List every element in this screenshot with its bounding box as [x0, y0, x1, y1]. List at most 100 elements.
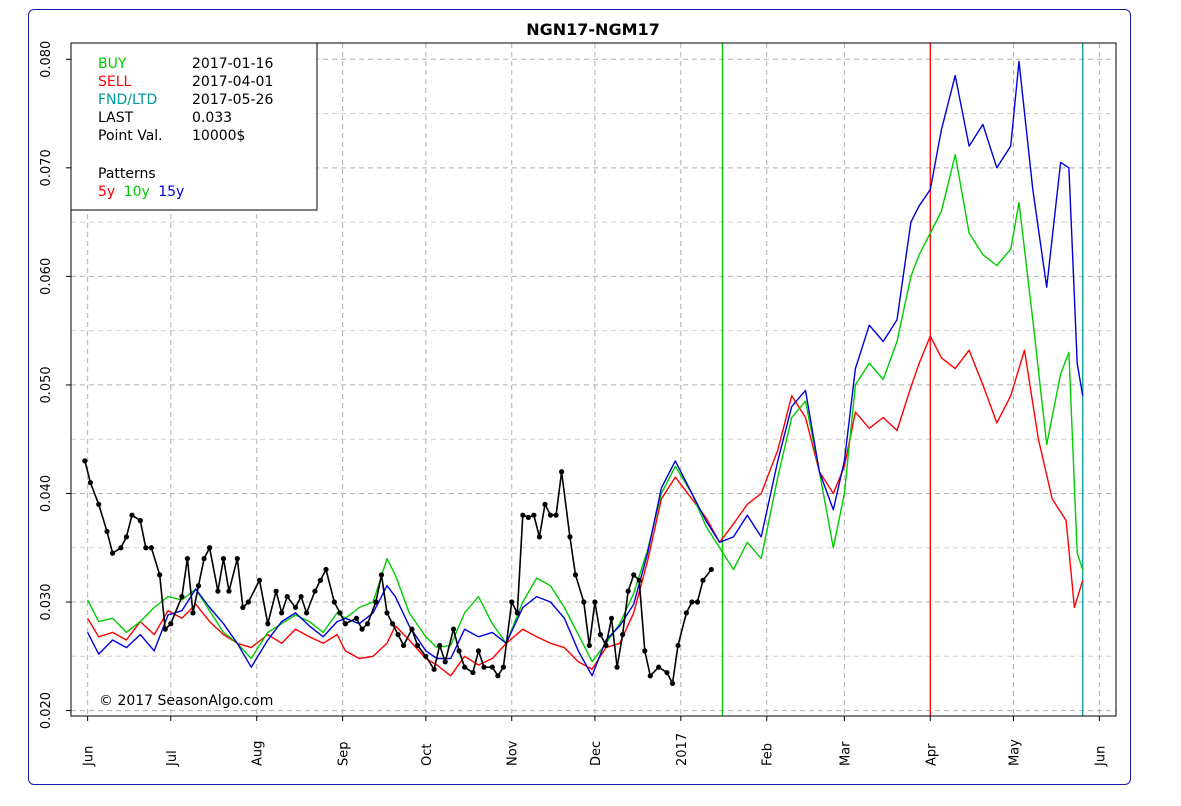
- data-point: [597, 631, 604, 638]
- data-point: [542, 501, 548, 507]
- data-point: [536, 534, 543, 540]
- legend-key: SELL: [98, 74, 132, 90]
- x-tick-label: Sep: [337, 741, 352, 766]
- data-point: [298, 593, 304, 600]
- data-point: [87, 480, 94, 486]
- y-tick-label: 0.080: [39, 41, 54, 78]
- data-point: [481, 664, 487, 670]
- data-point: [553, 512, 559, 518]
- data-point: [636, 577, 642, 583]
- data-point: [675, 642, 681, 649]
- data-point: [520, 512, 526, 518]
- data-point: [331, 599, 337, 605]
- y-axis: 0.020 0.030 0.040 0.050 0.060 0.070 0.080: [39, 41, 71, 729]
- data-point: [265, 621, 271, 627]
- legend-key: FND/LTD: [98, 92, 157, 108]
- series-layer: [82, 60, 1084, 687]
- x-tick-label: Apr: [924, 743, 939, 766]
- data-point: [96, 501, 102, 507]
- legend-key: Point Val.: [98, 128, 163, 144]
- data-point: [118, 545, 124, 551]
- data-point: [353, 615, 360, 621]
- data-point: [489, 664, 495, 670]
- y-tick-label: 0.030: [39, 583, 54, 620]
- data-point: [234, 556, 240, 562]
- data-point: [359, 626, 365, 632]
- vertical-markers: [721, 43, 1084, 716]
- data-point: [647, 673, 653, 679]
- x-tick-label: Nov: [506, 740, 521, 766]
- data-point: [395, 631, 401, 638]
- data-point: [337, 610, 343, 616]
- series-line-10y: [86, 154, 1084, 663]
- legend-box: BUY 2017-01-16 SELL 2017-04-01 FND/LTD 2017-0…: [70, 42, 318, 211]
- data-point: [608, 615, 615, 621]
- y-tick-label: 0.070: [39, 149, 54, 186]
- x-tick-label: Dec: [589, 741, 604, 766]
- x-tick-label: 2017: [675, 733, 690, 766]
- data-point: [401, 642, 407, 649]
- data-point: [378, 572, 385, 578]
- data-point: [664, 669, 670, 676]
- data-point: [184, 556, 191, 562]
- data-point: [572, 572, 579, 578]
- data-point: [312, 588, 318, 594]
- data-point: [567, 534, 573, 540]
- data-point: [525, 514, 531, 520]
- x-tick-label: Aug: [251, 741, 266, 766]
- data-point: [279, 610, 285, 616]
- data-point: [475, 648, 482, 654]
- data-point: [531, 512, 537, 518]
- data-point: [256, 577, 263, 583]
- x-axis: Jun Jul Aug Sep Oct Nov Dec 2017 Feb Mar Apr May Jun: [82, 716, 1108, 767]
- data-point: [323, 566, 329, 573]
- data-point: [423, 653, 429, 659]
- legend-pattern-15y: 15y: [158, 184, 184, 200]
- data-point: [364, 621, 371, 627]
- data-point: [500, 664, 507, 670]
- series-line-15y: [86, 60, 1084, 677]
- data-point: [292, 604, 299, 611]
- legend-value: 2017-05-26: [192, 92, 273, 108]
- data-point: [109, 550, 116, 556]
- data-point: [240, 604, 246, 611]
- data-point: [603, 642, 609, 649]
- chart-title: NGN17-NGM17: [526, 20, 660, 39]
- data-point: [514, 610, 520, 616]
- legend-pattern-10y: 10y: [124, 184, 150, 200]
- data-point: [304, 610, 310, 616]
- data-point: [625, 588, 631, 594]
- data-point: [195, 583, 202, 589]
- data-point: [450, 626, 457, 632]
- data-point: [168, 621, 174, 627]
- data-point: [642, 648, 648, 654]
- data-point: [206, 545, 213, 551]
- chart-frame: [28, 9, 1131, 785]
- y-tick-label: 0.060: [39, 258, 54, 295]
- data-point: [342, 621, 349, 627]
- data-point: [631, 572, 637, 578]
- data-point: [456, 648, 462, 654]
- data-point: [157, 572, 163, 578]
- data-point: [559, 469, 565, 475]
- data-point: [656, 664, 662, 670]
- y-tick-label: 0.040: [39, 475, 54, 512]
- legend-key: LAST: [98, 110, 134, 126]
- data-point: [389, 621, 396, 627]
- legend-rows: BUY 2017-01-16 SELL 2017-04-01 FND/LTD 2017-0…: [98, 56, 273, 144]
- data-point: [162, 626, 168, 632]
- y-tick-label: 0.020: [39, 692, 54, 729]
- data-point: [104, 528, 110, 535]
- data-point: [700, 577, 706, 583]
- legend-value: 10000$: [192, 128, 245, 144]
- data-point: [384, 610, 390, 616]
- data-point: [592, 599, 598, 605]
- data-point: [708, 566, 714, 573]
- data-point: [669, 680, 676, 687]
- data-point: [547, 512, 554, 518]
- data-point: [317, 577, 324, 583]
- data-point: [437, 642, 443, 649]
- data-point: [190, 610, 196, 616]
- data-point: [495, 673, 501, 679]
